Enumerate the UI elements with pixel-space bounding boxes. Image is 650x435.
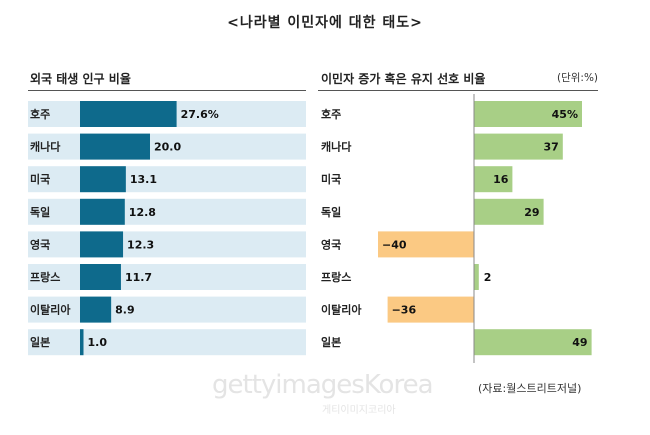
right-category-label: 영국 — [321, 238, 341, 251]
right-bar-positive — [474, 133, 563, 160]
right-bar-positive — [474, 198, 544, 225]
left-bar — [80, 264, 121, 290]
left-category-label: 독일 — [30, 205, 50, 219]
right-category-label: 독일 — [321, 205, 341, 219]
right-value-label: 2 — [484, 271, 492, 284]
right-bar-positive — [474, 264, 479, 290]
left-value-label: 12.8 — [129, 206, 156, 219]
left-category-label: 영국 — [30, 238, 50, 251]
right-value-label: −36 — [392, 304, 417, 317]
right-bar-negative — [378, 231, 474, 258]
unit-label: (단위:%) — [557, 72, 599, 84]
right-header-rule — [318, 90, 598, 91]
right-value-label: 16 — [493, 173, 509, 186]
left-header-rule — [28, 90, 306, 91]
source-note: (자료:월스트리트저널) — [478, 382, 582, 395]
left-panel-title: 외국 태생 인구 비율 — [30, 72, 131, 86]
right-category-label: 미국 — [321, 172, 341, 186]
left-value-label: 20.0 — [154, 141, 181, 154]
right-category-label: 캐나다 — [321, 140, 352, 154]
left-value-label: 1.0 — [88, 336, 108, 349]
chart-main-title: <나라별 이민자에 대한 태도> — [227, 15, 423, 31]
right-category-label: 이탈리아 — [321, 303, 362, 317]
left-bar — [80, 166, 126, 193]
left-category-label: 호주 — [30, 107, 50, 121]
left-bar — [80, 329, 84, 356]
right-panel-title: 이민자 증가 혹은 유지 선호 비율 — [321, 72, 486, 86]
left-bar — [80, 296, 112, 323]
right-value-label: 29 — [524, 206, 539, 219]
left-value-label: 27.6% — [181, 108, 219, 121]
left-value-label: 13.1 — [130, 173, 157, 186]
right-value-label: 37 — [543, 141, 558, 154]
left-bar — [80, 198, 125, 225]
left-category-label: 미국 — [30, 172, 50, 186]
right-bar-positive — [474, 329, 592, 356]
left-row-track-2 — [28, 166, 306, 193]
right-value-label: 49 — [572, 336, 587, 349]
left-category-label: 캐나다 — [30, 140, 61, 154]
left-category-label: 이탈리아 — [30, 303, 71, 317]
right-value-label: −40 — [382, 238, 407, 251]
right-bar-positive — [474, 166, 513, 193]
left-bar — [80, 133, 150, 160]
left-value-label: 12.3 — [127, 238, 154, 251]
left-row-track-1 — [28, 133, 306, 160]
right-category-label: 프랑스 — [321, 271, 351, 284]
right-value-label: 45% — [552, 108, 578, 121]
left-category-label: 일본 — [30, 335, 50, 349]
right-category-label: 호주 — [321, 107, 341, 121]
left-row-track-3 — [28, 198, 306, 225]
left-bar — [80, 101, 177, 127]
right-category-label: 일본 — [321, 335, 341, 349]
left-value-label: 8.9 — [115, 304, 134, 317]
left-category-label: 프랑스 — [30, 271, 60, 284]
left-row-track-6 — [28, 296, 306, 323]
right-bar-positive — [474, 101, 582, 127]
left-row-track-7 — [28, 329, 306, 356]
left-value-label: 11.7 — [125, 271, 152, 284]
watermark-subtext: 게티이미지코리아 — [322, 405, 396, 416]
right-bar-negative — [387, 296, 474, 323]
left-bar — [80, 231, 124, 258]
left-row-track-5 — [28, 264, 306, 290]
watermark-logo: gettyimagesKorea — [212, 370, 434, 400]
left-row-track-4 — [28, 231, 306, 258]
